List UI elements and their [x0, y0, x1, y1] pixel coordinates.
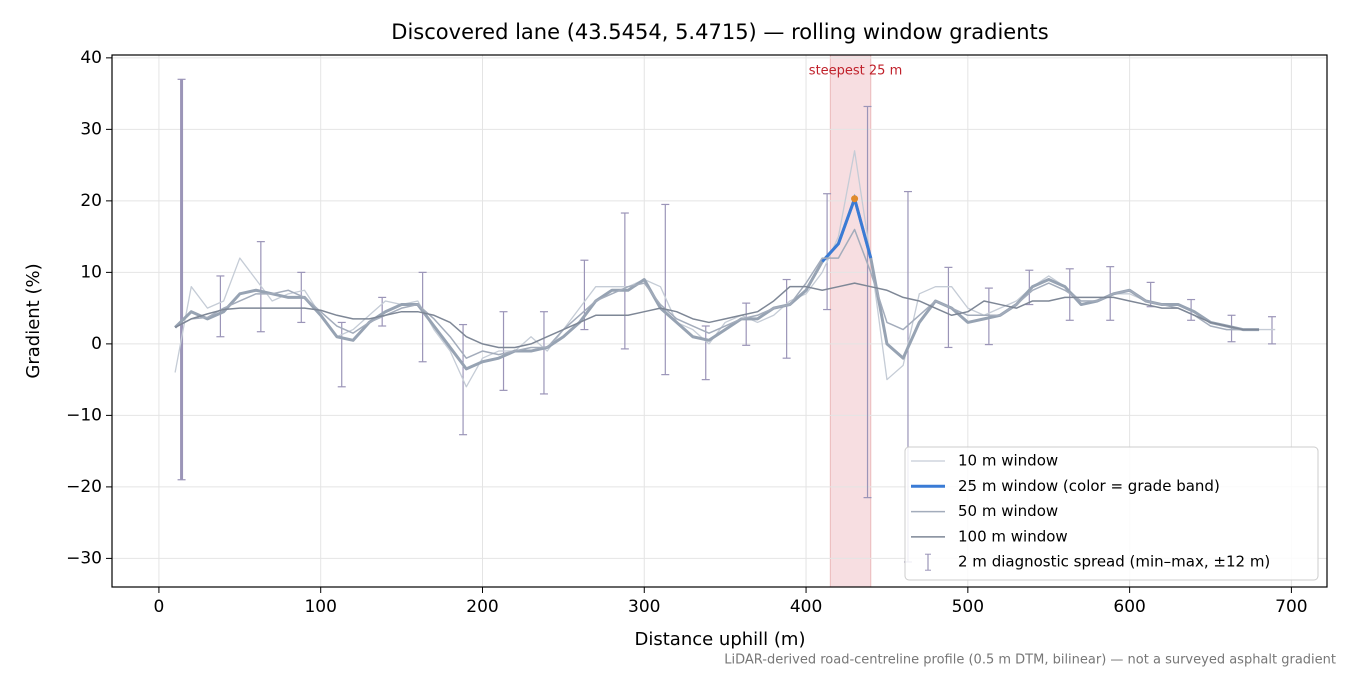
legend-label: 100 m window [958, 527, 1068, 545]
footnote: LiDAR-derived road-centreline profile (0… [724, 653, 1336, 668]
legend-label: 2 m diagnostic spread (min–max, ±12 m) [958, 553, 1270, 571]
x-tick-label: 700 [1275, 597, 1307, 617]
legend-label: 25 m window (color = grade band) [958, 477, 1220, 495]
steepest-point [851, 195, 859, 203]
span-label: steepest 25 m [809, 64, 902, 79]
y-tick-label: 30 [80, 119, 102, 139]
y-tick-label: −20 [66, 477, 102, 497]
x-tick-label: 200 [466, 597, 498, 617]
y-tick-label: −30 [66, 548, 102, 568]
y-tick-label: 10 [80, 262, 102, 282]
x-tick-label: 300 [628, 597, 660, 617]
legend-label: 50 m window [958, 502, 1058, 520]
y-tick-label: 0 [91, 334, 102, 354]
y-tick-label: 40 [80, 48, 102, 68]
series-line [174, 282, 1260, 349]
x-tick-label: 600 [1113, 597, 1145, 617]
series-line [174, 197, 1260, 371]
plot-frame [111, 54, 1328, 588]
grade-band-line [821, 193, 873, 263]
x-tick-label: 0 [154, 597, 165, 617]
steepest-span [829, 54, 872, 588]
y-tick-label: −10 [66, 405, 102, 425]
x-tick-label: 400 [790, 597, 822, 617]
chart-title: Discovered lane (43.5454, 5.4715) — roll… [391, 20, 1048, 44]
x-tick-label: 500 [952, 597, 984, 617]
legend-box [904, 446, 1319, 581]
x-axis-label: Distance uphill (m) [635, 629, 806, 650]
y-axis-label: Gradient (%) [23, 263, 44, 378]
series-line [174, 228, 1260, 359]
x-tick-label: 100 [304, 597, 336, 617]
legend-label: 10 m window [958, 452, 1058, 470]
y-tick-label: 20 [80, 191, 102, 211]
